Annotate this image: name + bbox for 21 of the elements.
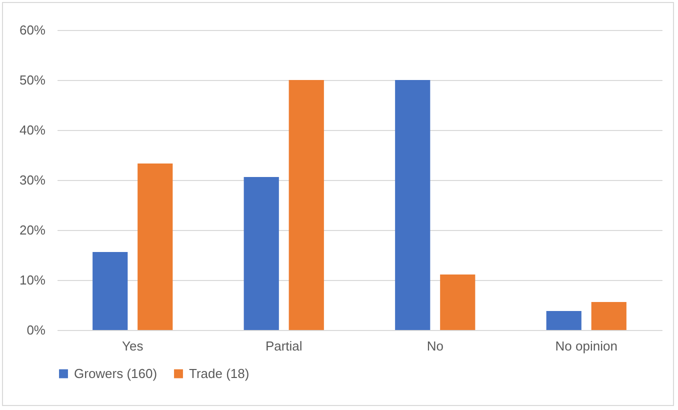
- y-tick-label: 20%: [19, 222, 46, 238]
- y-tick-label: 30%: [19, 172, 46, 188]
- bar: [92, 252, 128, 330]
- bar: [288, 80, 324, 330]
- bar: [138, 164, 173, 330]
- y-tick-label: 60%: [19, 22, 46, 38]
- bar: [244, 177, 279, 330]
- y-tick-label: 0%: [26, 322, 46, 338]
- x-tick-label: Partial: [265, 338, 302, 354]
- bar: [546, 311, 582, 330]
- y-tick-label: 50%: [19, 72, 46, 88]
- legend-label: Growers (160): [74, 366, 158, 381]
- y-tick-label: 10%: [19, 272, 46, 288]
- bar: [395, 80, 430, 330]
- y-tick-label: 40%: [19, 122, 46, 138]
- legend-label: Trade (18): [189, 366, 250, 381]
- x-tick-label: Yes: [122, 338, 144, 354]
- x-tick-label: No opinion: [555, 338, 618, 354]
- x-tick-label: No: [426, 338, 444, 354]
- bar: [440, 274, 476, 330]
- bar: [591, 302, 626, 330]
